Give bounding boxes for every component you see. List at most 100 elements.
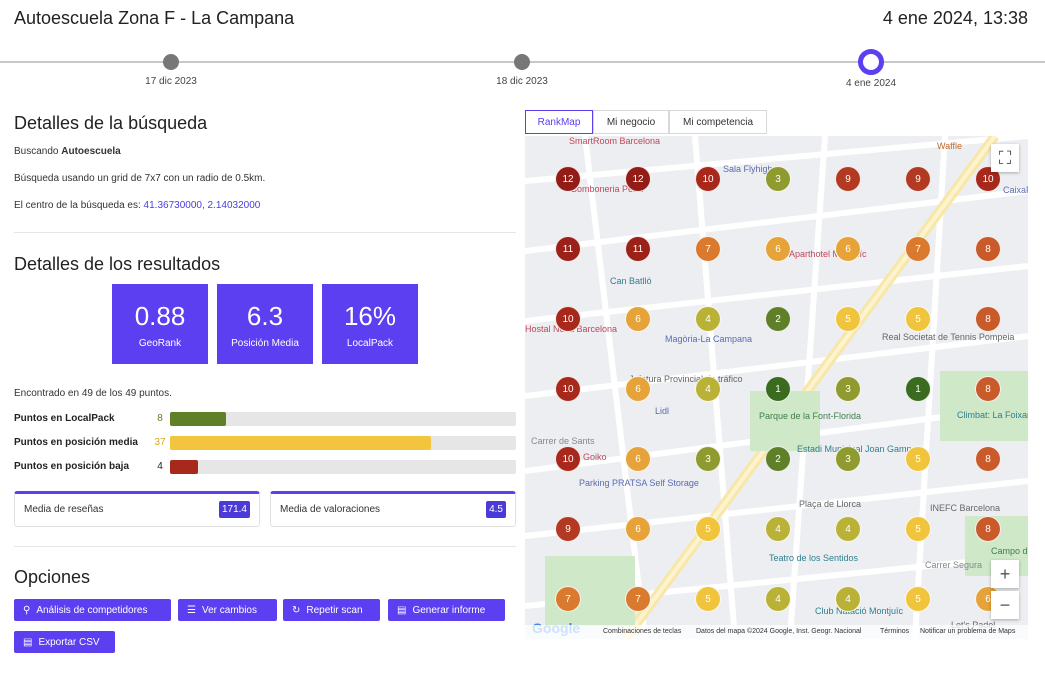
rank-pin[interactable]: 6 xyxy=(625,516,651,542)
rank-pin[interactable]: 7 xyxy=(555,586,581,612)
map-label: Parque de la Font-Florida xyxy=(759,411,862,421)
tab-rankmap[interactable]: RankMap xyxy=(525,110,593,134)
tab-my-business[interactable]: Mi negocio xyxy=(593,110,669,134)
rank-pin[interactable]: 4 xyxy=(765,516,791,542)
zoom-out-button[interactable]: − xyxy=(991,591,1019,619)
page-title: Autoescuela Zona F - La Campana xyxy=(14,8,295,28)
stat-value: 4.5 xyxy=(486,501,506,518)
rank-pin[interactable]: 7 xyxy=(695,236,721,262)
fullscreen-button[interactable]: ⛶ xyxy=(991,144,1019,172)
rank-pin[interactable]: 10 xyxy=(555,446,581,472)
timeline-dot[interactable] xyxy=(514,54,530,70)
rank-pin[interactable]: 7 xyxy=(625,586,651,612)
map-label: Sala Flyhigh xyxy=(723,164,773,174)
rank-pin[interactable]: 11 xyxy=(555,236,581,262)
document-icon: ▤ xyxy=(23,636,33,648)
rank-pin[interactable]: 6 xyxy=(835,236,861,262)
timeline-dot-active[interactable] xyxy=(858,49,884,75)
rank-pin[interactable]: 6 xyxy=(765,236,791,262)
map-label: Can Batlló xyxy=(610,276,652,286)
map-label: Plaça de Llorca xyxy=(799,499,862,509)
rank-pin[interactable]: 10 xyxy=(555,306,581,332)
kpi-value: 6.3 xyxy=(246,301,284,331)
map-label: SmartRoom Barcelona xyxy=(569,136,661,146)
timeline-label: 17 dic 2023 xyxy=(145,76,197,87)
rank-pin[interactable]: 5 xyxy=(695,586,721,612)
bar-track xyxy=(170,412,516,426)
rank-pin[interactable]: 11 xyxy=(625,236,651,262)
rank-pin[interactable]: 2 xyxy=(765,306,791,332)
rank-pin[interactable]: 10 xyxy=(555,376,581,402)
bar-fill xyxy=(170,412,227,426)
rank-map[interactable]: SmartRoom Barcelona Bomboneria Perla Sal… xyxy=(525,136,1028,639)
map-label: Estadi Municipal Joan Gamper xyxy=(797,444,920,454)
bar-fill xyxy=(170,436,432,450)
map-label: Lidl xyxy=(655,406,670,416)
map-label: Club Natació Montjuïc xyxy=(815,606,904,616)
rank-pin[interactable]: 12 xyxy=(625,166,651,192)
rank-pin[interactable]: 4 xyxy=(835,586,861,612)
rank-pin[interactable]: 8 xyxy=(975,516,1001,542)
divider xyxy=(14,546,516,547)
rank-pin[interactable]: 8 xyxy=(975,236,1001,262)
list-icon: ☰ xyxy=(187,604,196,616)
repeat-scan-button[interactable]: ↻ Repetir scan xyxy=(283,599,380,621)
rank-pin[interactable]: 7 xyxy=(905,236,931,262)
map-label: Carrer de Sants xyxy=(531,436,595,446)
rank-pin[interactable]: 6 xyxy=(625,446,651,472)
rank-pin[interactable]: 5 xyxy=(905,586,931,612)
map-label: Real Societat de Tennis Pompeia xyxy=(882,332,1015,342)
rank-pin[interactable]: 5 xyxy=(905,516,931,542)
rank-pin[interactable]: 8 xyxy=(975,446,1001,472)
footer-link[interactable]: Términos xyxy=(880,628,910,635)
map-label: Waffle xyxy=(937,141,963,151)
map-label: Bomboneria Perla xyxy=(571,184,644,194)
rank-pin[interactable]: 5 xyxy=(905,306,931,332)
rank-pin[interactable]: 1 xyxy=(765,376,791,402)
zoom-in-button[interactable]: + xyxy=(991,560,1019,588)
rank-pin[interactable]: 4 xyxy=(695,306,721,332)
footer-link[interactable]: Combinaciones de teclas xyxy=(603,628,682,635)
rank-pin[interactable]: 6 xyxy=(625,376,651,402)
rank-pin[interactable]: 1 xyxy=(905,376,931,402)
rank-pin[interactable]: 4 xyxy=(835,516,861,542)
map-label: Jefatura Provincial de tráfico xyxy=(629,374,743,384)
timeline-point[interactable]: 18 dic 2023 xyxy=(452,42,592,87)
footer-link[interactable]: Notificar un problema de Maps xyxy=(920,628,1016,635)
rank-pin[interactable]: 3 xyxy=(835,376,861,402)
center-coordinates-link[interactable]: 41.36730000, 2.14032000 xyxy=(143,200,261,211)
map-label: Campo de Béisbol xyxy=(991,546,1028,556)
timeline-point-active[interactable]: 4 ene 2024 xyxy=(801,42,941,89)
map-label: CaixaForum xyxy=(1003,185,1028,195)
rank-pin[interactable]: 9 xyxy=(835,166,861,192)
footer-text: Datos del mapa ©2024 Google, Inst. Geogr… xyxy=(696,628,862,635)
bar-label: Puntos en LocalPack xyxy=(14,413,115,424)
rank-pin[interactable]: 4 xyxy=(695,376,721,402)
rank-pin[interactable]: 9 xyxy=(905,166,931,192)
rank-pin[interactable]: 10 xyxy=(695,166,721,192)
rank-pin[interactable]: 8 xyxy=(975,306,1001,332)
timeline-dot[interactable] xyxy=(163,54,179,70)
rank-pin[interactable]: 6 xyxy=(625,306,651,332)
rank-pin[interactable]: 5 xyxy=(905,446,931,472)
rank-pin[interactable]: 4 xyxy=(765,586,791,612)
rank-pin[interactable]: 9 xyxy=(555,516,581,542)
found-summary: Encontrado en 49 de los 49 puntos. xyxy=(14,388,172,399)
rank-pin[interactable]: 12 xyxy=(555,166,581,192)
view-changes-button[interactable]: ☰ Ver cambios xyxy=(178,599,277,621)
rank-pin[interactable]: 3 xyxy=(695,446,721,472)
rank-pin[interactable]: 3 xyxy=(765,166,791,192)
competitor-analysis-button[interactable]: ⚲ Análisis de competidores xyxy=(14,599,171,621)
map-label: INEFC Barcelona xyxy=(930,503,1001,513)
rank-pin[interactable]: 8 xyxy=(975,376,1001,402)
generate-report-button[interactable]: ▤ Generar informe xyxy=(388,599,505,621)
rank-pin[interactable]: 5 xyxy=(835,306,861,332)
map-label: Aparthotel Montjuïc xyxy=(789,249,867,259)
rank-pin[interactable]: 3 xyxy=(835,446,861,472)
timeline-point[interactable]: 17 dic 2023 xyxy=(101,42,241,87)
rank-pin[interactable]: 2 xyxy=(765,446,791,472)
rank-pin[interactable]: 5 xyxy=(695,516,721,542)
kpi-label: LocalPack xyxy=(346,338,394,349)
tab-competition[interactable]: Mi competencia xyxy=(669,110,767,134)
export-csv-button[interactable]: ▤ Exportar CSV xyxy=(14,631,115,653)
